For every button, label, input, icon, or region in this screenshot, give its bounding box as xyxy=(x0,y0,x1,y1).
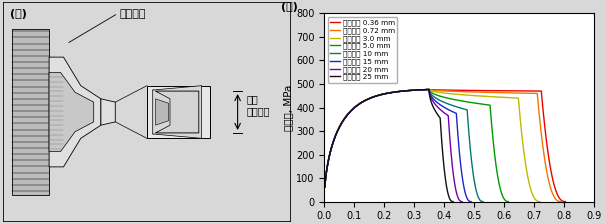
표점거리 10 mm xyxy=(321,185,328,188)
표점거리 25 mm xyxy=(354,104,361,107)
표점거리 0.72 mm xyxy=(425,88,433,91)
표점거리 3.0 mm xyxy=(425,88,433,91)
표점거리 15 mm xyxy=(346,111,353,114)
표점거리 5.0 mm xyxy=(326,154,333,157)
표점거리 15 mm xyxy=(425,88,433,91)
표점거리 3.0 mm xyxy=(524,172,531,175)
표점거리 3.0 mm xyxy=(536,200,544,203)
표점거리 15 mm xyxy=(321,185,328,188)
Y-axis label: 진응력, MPa: 진응력, MPa xyxy=(283,84,293,131)
표점거리 0.72 mm xyxy=(543,171,550,173)
표점거리 10 mm xyxy=(346,111,353,114)
Line: 표점거리 0.36 mm: 표점거리 0.36 mm xyxy=(325,89,565,202)
표점거리 20 mm xyxy=(425,88,433,91)
Text: (가): (가) xyxy=(10,9,27,19)
표점거리 25 mm xyxy=(427,98,434,101)
표점거리 15 mm xyxy=(429,97,436,99)
Line: 표점거리 5.0 mm: 표점거리 5.0 mm xyxy=(325,89,508,202)
Polygon shape xyxy=(49,57,101,167)
표점거리 5.0 mm xyxy=(494,174,501,177)
표점거리 20 mm xyxy=(428,97,435,100)
표점거리 20 mm xyxy=(326,154,333,157)
표점거리 0.72 mm xyxy=(391,91,399,93)
Bar xyxy=(3,2,291,222)
표점거리 0.36 mm xyxy=(321,185,328,188)
표점거리 10 mm xyxy=(354,104,361,107)
Polygon shape xyxy=(153,86,202,138)
Line: 표점거리 10 mm: 표점거리 10 mm xyxy=(325,89,483,202)
표점거리 0.36 mm xyxy=(354,104,361,107)
Line: 표점거리 15 mm: 표점거리 15 mm xyxy=(325,89,471,202)
표점거리 20 mm xyxy=(458,200,465,203)
표점거리 25 mm xyxy=(346,111,353,114)
표점거리 15 mm xyxy=(354,104,361,107)
표점거리 20 mm xyxy=(450,177,458,179)
Polygon shape xyxy=(101,99,115,125)
표점거리 15 mm xyxy=(326,154,333,157)
표점거리 20 mm xyxy=(321,185,328,188)
표점거리 5.0 mm xyxy=(433,94,441,96)
표점거리 5.0 mm xyxy=(346,111,353,114)
표점거리 25 mm xyxy=(425,88,433,91)
Polygon shape xyxy=(156,99,168,125)
표점거리 0.72 mm xyxy=(326,154,333,157)
표점거리 0.36 mm xyxy=(440,89,447,91)
Text: (나): (나) xyxy=(281,2,298,12)
표점거리 15 mm xyxy=(459,176,466,179)
Line: 표점거리 25 mm: 표점거리 25 mm xyxy=(325,89,453,202)
표점거리 0.36 mm xyxy=(562,200,569,203)
표점거리 25 mm xyxy=(391,91,399,93)
Polygon shape xyxy=(49,73,94,151)
표점거리 10 mm xyxy=(430,95,438,98)
Legend: 표점거리 0.36 mm, 표점거리 0.72 mm, 표점거리 3.0 mm, 표점거리 5.0 mm, 표점거리 10 mm, 표점거리 15 mm, 표점: 표점거리 0.36 mm, 표점거리 0.72 mm, 표점거리 3.0 mm,… xyxy=(328,17,398,83)
표점거리 10 mm xyxy=(425,88,433,91)
표점거리 0.36 mm xyxy=(391,91,399,93)
표점거리 10 mm xyxy=(479,200,487,203)
Polygon shape xyxy=(12,29,49,195)
Polygon shape xyxy=(147,86,210,138)
표점거리 3.0 mm xyxy=(437,91,444,94)
표점거리 20 mm xyxy=(346,111,353,114)
표점거리 15 mm xyxy=(391,91,399,93)
표점거리 3.0 mm xyxy=(354,104,361,107)
표점거리 10 mm xyxy=(326,154,333,157)
Line: 표점거리 0.72 mm: 표점거리 0.72 mm xyxy=(325,89,561,202)
표점거리 3.0 mm xyxy=(326,154,333,157)
표점거리 10 mm xyxy=(391,91,399,93)
표점거리 5.0 mm xyxy=(505,200,512,203)
표점거리 5.0 mm xyxy=(321,185,328,188)
Text: 표준
표점거리: 표준 표점거리 xyxy=(246,95,270,116)
표점거리 3.0 mm xyxy=(321,185,328,188)
표점거리 3.0 mm xyxy=(346,111,353,114)
표점거리 0.36 mm xyxy=(547,170,554,173)
표점거리 15 mm xyxy=(467,200,474,203)
Line: 표점거리 20 mm: 표점거리 20 mm xyxy=(325,89,462,202)
표점거리 25 mm xyxy=(442,177,449,180)
Polygon shape xyxy=(156,91,199,133)
표점거리 25 mm xyxy=(321,185,328,188)
표점거리 10 mm xyxy=(470,175,477,178)
표점거리 0.72 mm xyxy=(558,200,565,203)
표점거리 0.72 mm xyxy=(354,104,361,107)
표점거리 0.36 mm xyxy=(326,154,333,157)
표점거리 20 mm xyxy=(391,91,399,93)
표점거리 0.36 mm xyxy=(425,88,433,91)
Polygon shape xyxy=(156,91,199,133)
표점거리 5.0 mm xyxy=(354,104,361,107)
표점거리 0.72 mm xyxy=(439,90,447,92)
Text: 인장시편: 인장시편 xyxy=(119,9,146,19)
Line: 표점거리 3.0 mm: 표점거리 3.0 mm xyxy=(325,89,540,202)
표점거리 0.72 mm xyxy=(321,185,328,188)
표점거리 25 mm xyxy=(326,154,333,157)
표점거리 5.0 mm xyxy=(425,88,433,91)
표점거리 0.36 mm xyxy=(346,111,353,114)
표점거리 25 mm xyxy=(450,200,457,203)
표점거리 3.0 mm xyxy=(391,91,399,93)
표점거리 0.72 mm xyxy=(346,111,353,114)
Polygon shape xyxy=(153,90,176,134)
표점거리 5.0 mm xyxy=(391,91,399,93)
표점거리 20 mm xyxy=(354,104,361,107)
